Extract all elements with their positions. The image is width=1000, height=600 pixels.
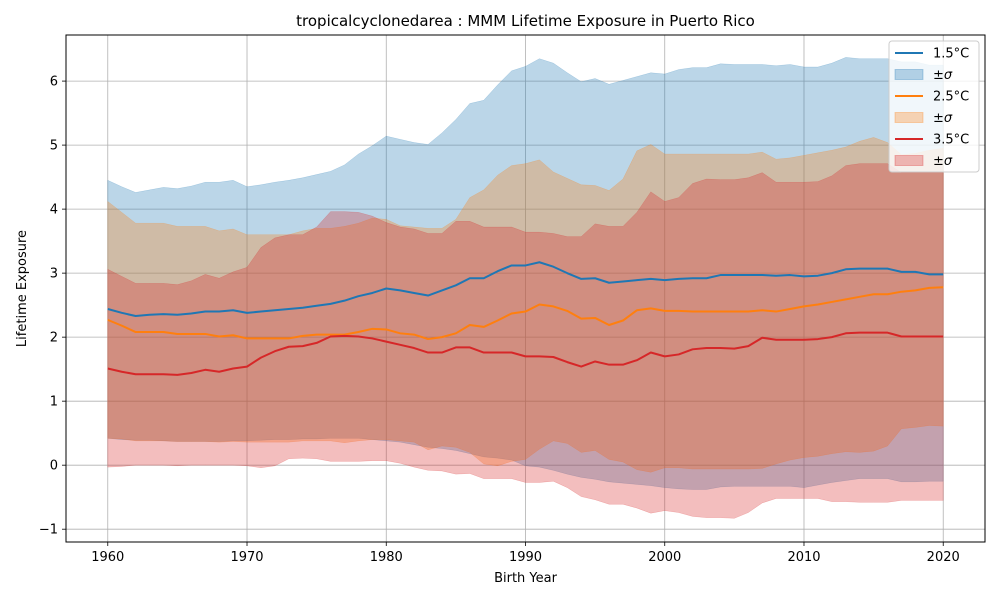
mean-line-series-0 bbox=[107, 261, 944, 318]
std-bands bbox=[107, 57, 944, 519]
std-band-series-0 bbox=[107, 57, 944, 490]
legend-band-swatch bbox=[894, 155, 924, 166]
legend-band-label: ±σ bbox=[933, 68, 953, 83]
y-tick-label: 3 bbox=[50, 267, 58, 282]
x-tick-label: 2000 bbox=[648, 550, 681, 565]
x-tick-label: 1970 bbox=[230, 550, 263, 565]
x-tick-label: 1990 bbox=[509, 550, 542, 565]
y-tick-label: 6 bbox=[50, 75, 58, 90]
y-tick-label: 2 bbox=[50, 331, 58, 346]
legend: 1.5°C ±σ 2.5°C ±σ 3.5°C ±σ bbox=[888, 40, 980, 173]
y-tick-label: 4 bbox=[50, 203, 58, 218]
legend-label: 1.5°C bbox=[933, 47, 969, 62]
x-axis-ticks: 1960 1970 1980 1990 2000 2010 2020 bbox=[91, 542, 960, 565]
legend-band-label: ±σ bbox=[933, 154, 953, 169]
x-tick-label: 2020 bbox=[927, 550, 960, 565]
legend-label: 3.5°C bbox=[933, 133, 969, 148]
legend-band-label: ±σ bbox=[933, 111, 953, 126]
x-tick-label: 2010 bbox=[787, 550, 820, 565]
y-axis-ticks: −1 0 1 2 3 4 5 6 bbox=[39, 75, 66, 538]
y-tick-label: 1 bbox=[50, 395, 58, 410]
std-band-series-2 bbox=[107, 163, 944, 519]
x-axis-label: Birth Year bbox=[494, 571, 558, 586]
x-tick-label: 1960 bbox=[91, 550, 124, 565]
legend-band-swatch bbox=[894, 112, 924, 123]
mean-lines bbox=[107, 261, 944, 376]
std-band-series-1 bbox=[107, 137, 944, 473]
y-axis-label: Lifetime Exposure bbox=[15, 230, 30, 347]
legend-band-swatch bbox=[894, 69, 924, 80]
x-tick-label: 1980 bbox=[370, 550, 403, 565]
chart-title: tropicalcyclonedarea : MMM Lifetime Expo… bbox=[296, 12, 755, 30]
mean-line-series-2 bbox=[107, 331, 944, 376]
y-tick-label: −1 bbox=[39, 523, 58, 538]
y-tick-label: 0 bbox=[50, 459, 58, 474]
legend-label: 2.5°C bbox=[933, 90, 969, 105]
mean-line-series-1 bbox=[107, 286, 944, 341]
y-tick-label: 5 bbox=[50, 139, 58, 154]
